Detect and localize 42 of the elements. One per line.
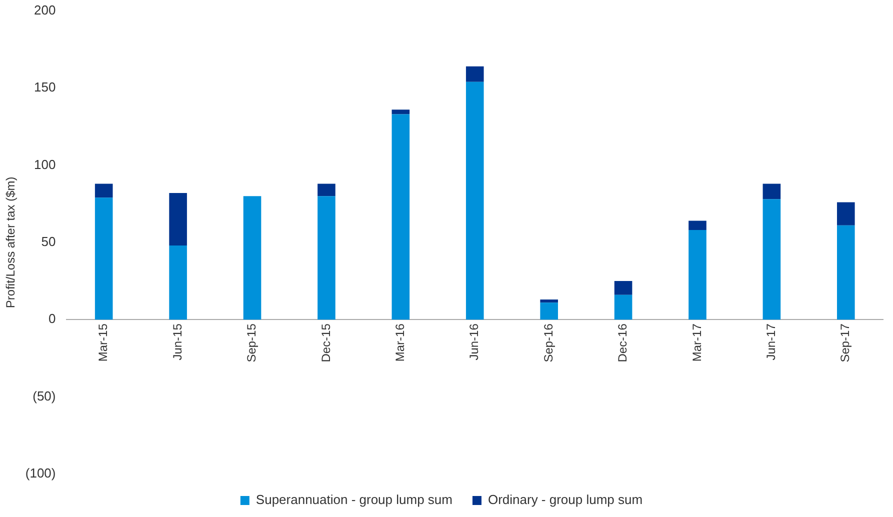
x-tick-label: Mar-16 <box>392 323 407 362</box>
bar <box>762 199 781 320</box>
y-axis-title: Profit/Loss after tax ($m) <box>4 176 18 308</box>
y-tick-label: 50 <box>41 234 56 249</box>
bar <box>540 300 558 303</box>
bar <box>466 66 484 82</box>
bar <box>614 281 632 295</box>
x-tick-label: Mar-15 <box>96 323 110 362</box>
bar <box>466 82 484 320</box>
bar <box>169 245 187 320</box>
bar <box>762 184 781 200</box>
bar <box>836 202 855 226</box>
x-tick-label: Sep-16 <box>541 323 556 362</box>
bar <box>540 302 558 320</box>
y-tick-label: 150 <box>34 80 56 95</box>
legend-label: Ordinary - group lump sum <box>488 492 643 508</box>
bar <box>836 225 855 320</box>
x-tick-label: Jun-17 <box>764 323 778 360</box>
x-tick-label: Dec-16 <box>616 323 630 362</box>
x-tick-label: Sep-15 <box>244 323 259 362</box>
bar <box>94 198 113 320</box>
bar <box>392 110 410 114</box>
x-tick-label: Jun-15 <box>170 323 184 360</box>
bar <box>614 294 632 320</box>
bar <box>243 196 262 320</box>
y-tick-label: 0 <box>48 311 56 326</box>
y-tick-label: (100) <box>25 466 56 481</box>
bar <box>392 114 410 320</box>
bar <box>318 184 336 196</box>
x-tick-label: Jun-16 <box>467 323 482 360</box>
x-tick-label: Sep-17 <box>838 323 852 362</box>
bar <box>169 192 187 246</box>
y-tick-label: (50) <box>32 388 56 404</box>
bar <box>318 196 336 320</box>
y-tick-label: 100 <box>34 156 56 172</box>
x-tick-label: Dec-15 <box>318 323 333 362</box>
bar <box>688 220 706 230</box>
bar <box>688 230 706 320</box>
y-tick-label: 200 <box>34 2 56 18</box>
legend-label: Superannuation - group lump sum <box>256 492 452 508</box>
x-tick-label: Mar-17 <box>690 323 704 362</box>
bar <box>94 184 113 198</box>
